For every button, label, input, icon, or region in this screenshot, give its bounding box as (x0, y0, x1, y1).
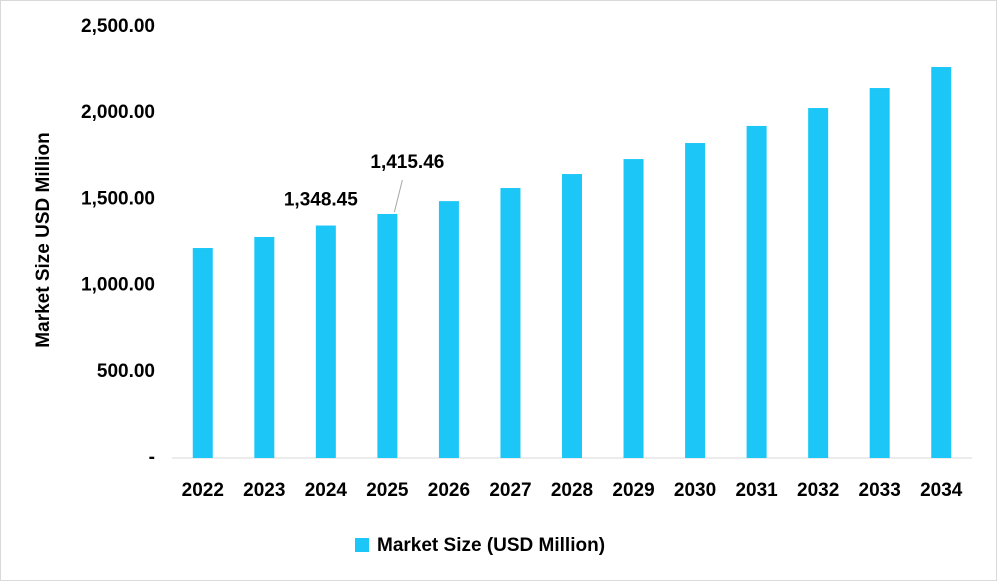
x-tick-label: 2025 (366, 480, 409, 501)
legend-label: Market Size (USD Million) (377, 535, 605, 556)
x-tick-label: 2023 (243, 480, 285, 501)
bar (562, 174, 582, 459)
bar (438, 201, 459, 458)
x-tick-label: 2031 (735, 480, 778, 501)
y-tick-label: 1,500.00 (81, 188, 155, 209)
x-tick-label: 2033 (859, 480, 901, 501)
bar (685, 143, 706, 458)
bar (254, 236, 275, 458)
x-tick-label: 2022 (182, 480, 224, 501)
bar (623, 159, 644, 458)
x-tick-label: 2030 (674, 480, 716, 501)
x-tick-label: 2028 (551, 480, 593, 501)
label-leader (393, 179, 403, 213)
y-tick-label: - (149, 447, 155, 468)
legend-swatch (355, 538, 369, 552)
data-label: 1,415.46 (370, 152, 444, 173)
bar (746, 125, 767, 458)
y-tick-label: 1,000.00 (81, 275, 155, 296)
x-tick-label: 2024 (305, 480, 348, 501)
bar (377, 213, 398, 458)
y-axis-label: Market Size USD Million (33, 132, 54, 347)
bar (869, 88, 890, 458)
bar (808, 108, 829, 458)
y-tick-label: 2,000.00 (81, 102, 155, 123)
bar (315, 225, 336, 458)
x-tick-label: 2027 (489, 480, 531, 501)
x-tick-label: 2034 (920, 480, 963, 501)
x-tick-label: 2026 (428, 480, 470, 501)
y-tick-label: 2,500.00 (81, 16, 155, 37)
x-tick-label: 2029 (612, 480, 654, 501)
bar (500, 188, 521, 458)
bar (931, 66, 952, 459)
y-tick-label: 500.00 (97, 361, 155, 382)
data-label: 1,348.45 (284, 190, 358, 211)
x-tick-label: 2032 (797, 480, 839, 501)
bar (192, 248, 213, 458)
